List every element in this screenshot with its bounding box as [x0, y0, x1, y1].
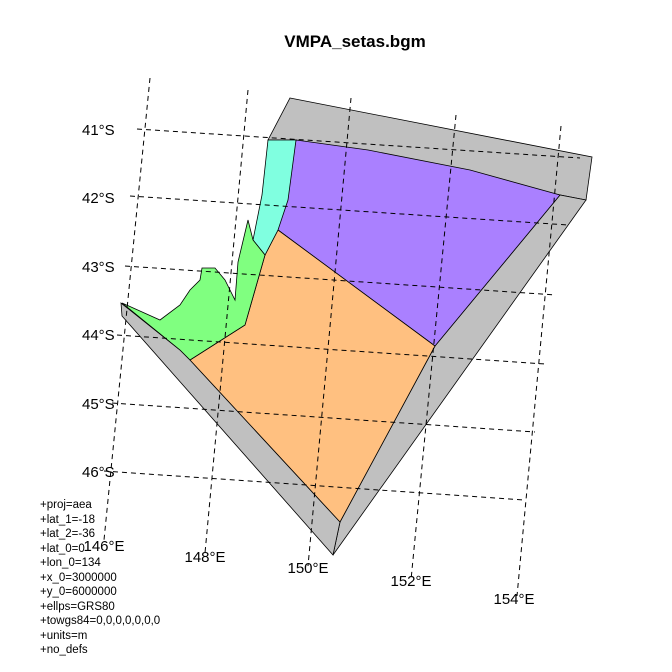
projection-param: +lon_0=134: [40, 557, 101, 569]
projection-param: +x_0=3000000: [40, 571, 117, 584]
projection-param: +units=m: [40, 629, 88, 642]
graticule-parallel: [136, 128, 581, 159]
lat-label-43s: 43°S: [82, 259, 115, 276]
graticule-meridian: [516, 125, 562, 597]
lat-label-41s: 41°S: [82, 122, 115, 139]
lon-labels: 146°E 148°E 150°E 152°E 154°E: [83, 538, 534, 608]
plot-title: VMPA_setas.bgm: [284, 32, 425, 51]
graticule-meridian: [204, 89, 249, 554]
lon-label-148e: 148°E: [184, 549, 225, 566]
graticule-parallel: [129, 195, 569, 226]
graticule-meridian: [410, 114, 457, 581]
lat-label-42s: 42°S: [82, 190, 115, 207]
projection-param: +ellps=GRS80: [40, 600, 115, 613]
lat-label-44s: 44°S: [82, 327, 115, 344]
projection-params: +proj=aea +lat_1=-18 +lat_2=-36 +lat_0=0 +lo…: [40, 498, 160, 658]
projection-param: +lat_2=-36: [40, 528, 95, 540]
lon-label-152e: 152°E: [390, 573, 431, 590]
lon-label-146e: 146°E: [83, 538, 124, 555]
projection-param: +lat_0=0: [40, 542, 85, 555]
lon-label-154e: 154°E: [493, 591, 534, 608]
projection-param: +lat_1=-18: [40, 513, 95, 526]
projection-param: +proj=aea: [40, 499, 92, 511]
graticule-parallel: [103, 470, 525, 501]
zone-coastal-north: [252, 139, 297, 256]
lat-labels: 41°S 42°S 43°S 44°S 45°S 46°S: [82, 122, 115, 481]
graticule-meridian: [307, 97, 352, 567]
lat-label-46s: 46°S: [82, 464, 115, 481]
lon-label-150e: 150°E: [287, 560, 328, 577]
projection-param: +no_defs: [40, 644, 88, 656]
zone-coastal-south: [121, 219, 266, 361]
graticule-parallel: [111, 402, 536, 433]
lat-label-45s: 45°S: [82, 396, 115, 413]
projection-param: +towgs84=0,0,0,0,0,0,0: [40, 615, 161, 627]
graticule: [103, 77, 581, 597]
projection-param: +y_0=6000000: [40, 586, 117, 598]
